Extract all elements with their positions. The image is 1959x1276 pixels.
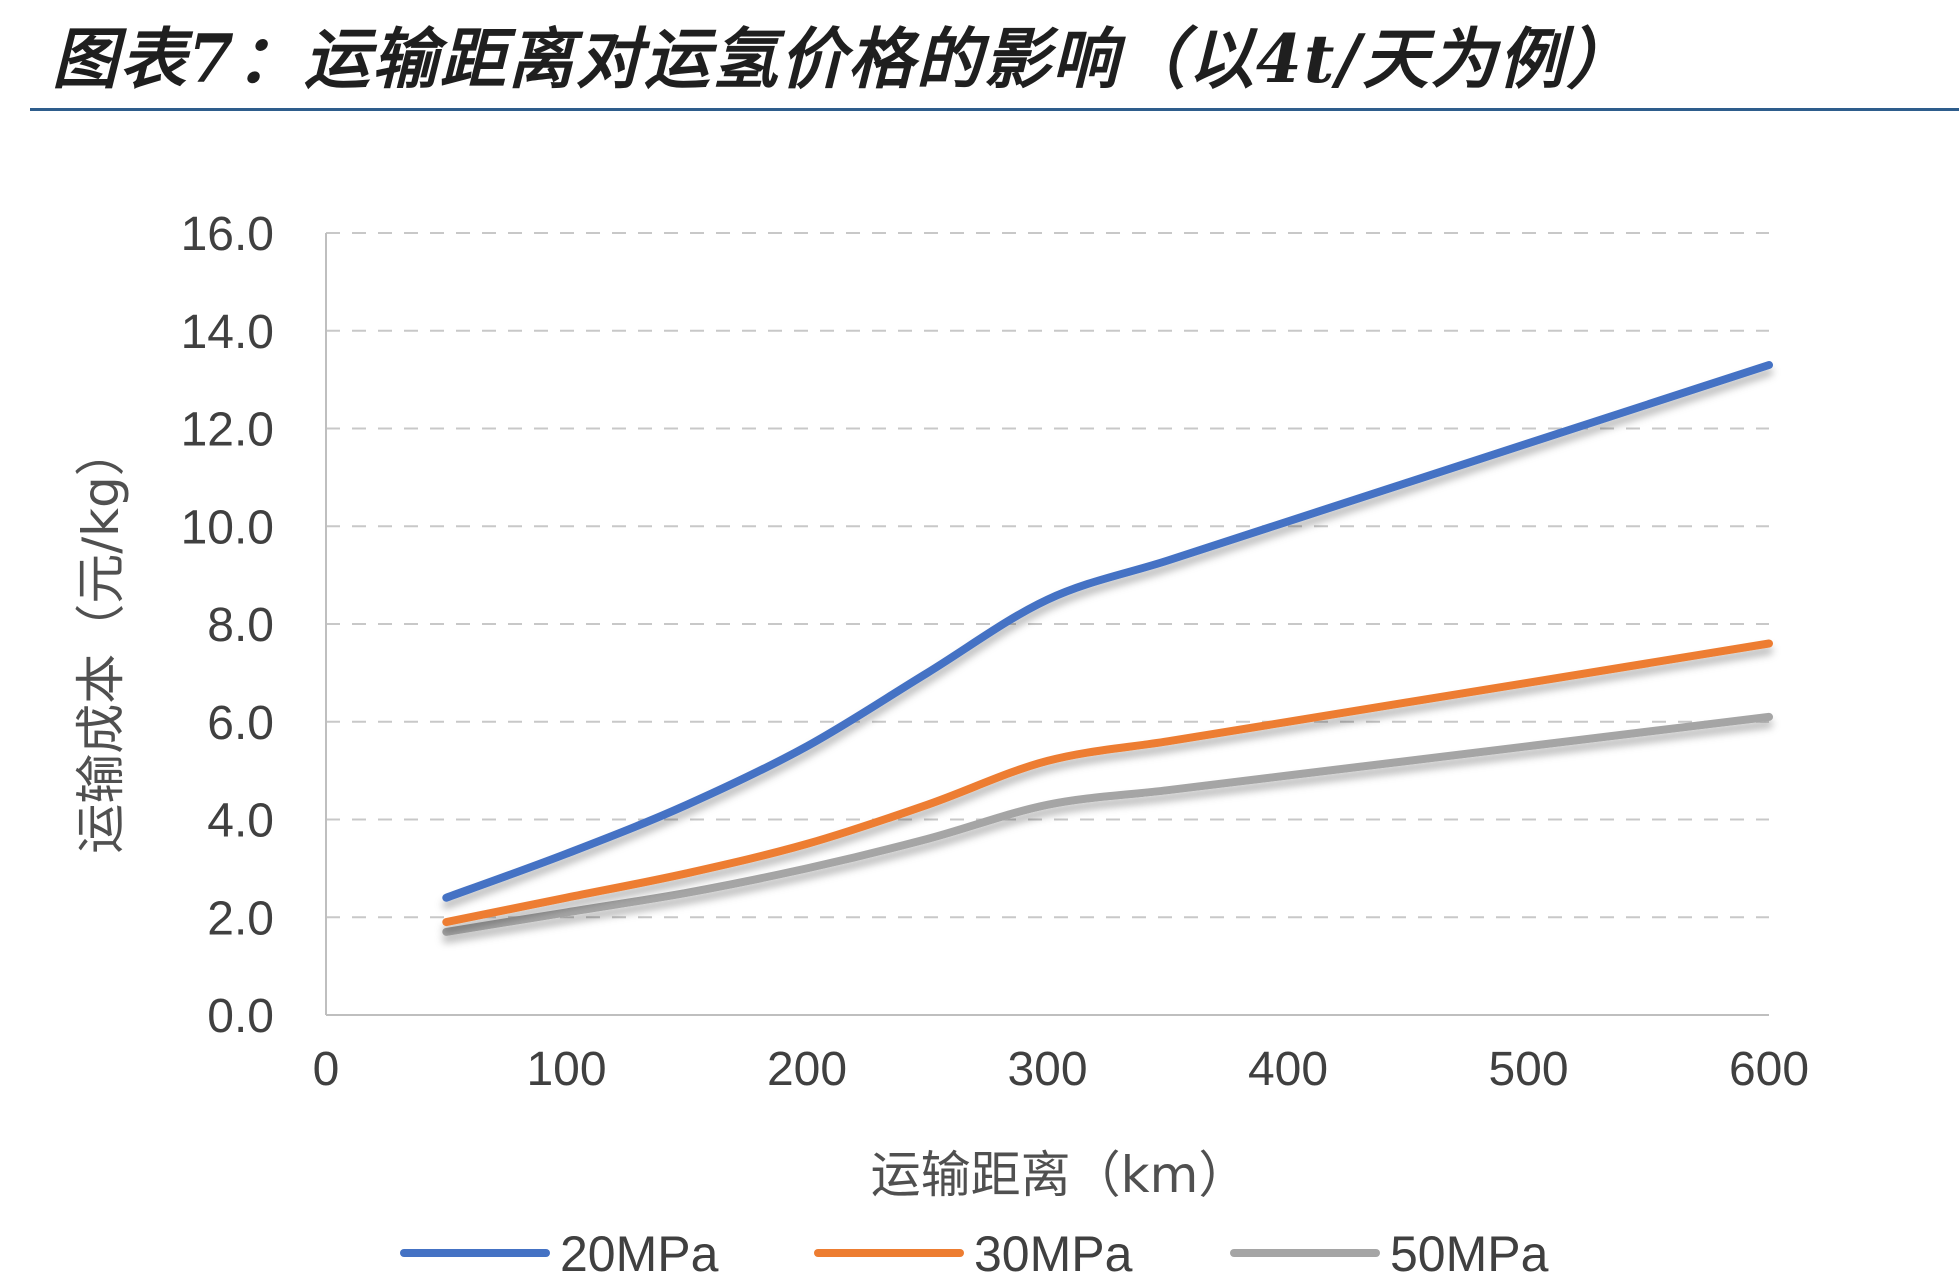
- y-tick-label: 10.0: [181, 501, 274, 554]
- x-tick-labels: 0 100 200 300 400 500 600: [313, 1043, 1809, 1096]
- y-tick-label: 6.0: [207, 697, 274, 750]
- series-line-30mpa: [442, 639, 1773, 927]
- y-tick-labels: 0.0 2.0 4.0 6.0 8.0 10.0 12.0 14.0 16.0: [181, 208, 274, 1043]
- legend: 20MPa 30MPa 50MPa: [400, 1226, 1549, 1276]
- series-line-50mpa: [442, 712, 1773, 936]
- x-tick-label: 100: [526, 1043, 606, 1096]
- legend-label-50mpa: 50MPa: [1390, 1226, 1549, 1276]
- x-tick-label: 500: [1488, 1043, 1568, 1096]
- y-tick-label: 14.0: [181, 306, 274, 359]
- legend-label-30mpa: 30MPa: [974, 1226, 1133, 1276]
- x-tick-label: 600: [1729, 1043, 1809, 1096]
- y-tick-label: 4.0: [207, 795, 274, 848]
- y-tick-label: 2.0: [207, 892, 274, 945]
- y-tick-label: 12.0: [181, 404, 274, 457]
- gridlines: [326, 232, 1769, 919]
- series-line-20mpa: [442, 361, 1773, 902]
- y-tick-label: 16.0: [181, 208, 274, 261]
- y-tick-label: 0.0: [207, 990, 274, 1043]
- x-tick-label: 200: [767, 1043, 847, 1096]
- x-tick-label: 0: [313, 1043, 340, 1096]
- figure-title: 图表7：运输距离对运氢价格的影响（以4t/天为例）: [52, 20, 1635, 98]
- x-tick-label: 400: [1248, 1043, 1328, 1096]
- x-tick-label: 300: [1007, 1043, 1087, 1096]
- title-divider: [30, 108, 1959, 111]
- y-axis-label: 运输成本（元/kg）: [72, 426, 130, 854]
- x-axis-label: 运输距离（km）: [871, 1146, 1249, 1204]
- legend-label-20mpa: 20MPa: [560, 1226, 719, 1276]
- y-tick-label: 8.0: [207, 599, 274, 652]
- axes: [325, 233, 1769, 1016]
- series-lines: [442, 361, 1773, 936]
